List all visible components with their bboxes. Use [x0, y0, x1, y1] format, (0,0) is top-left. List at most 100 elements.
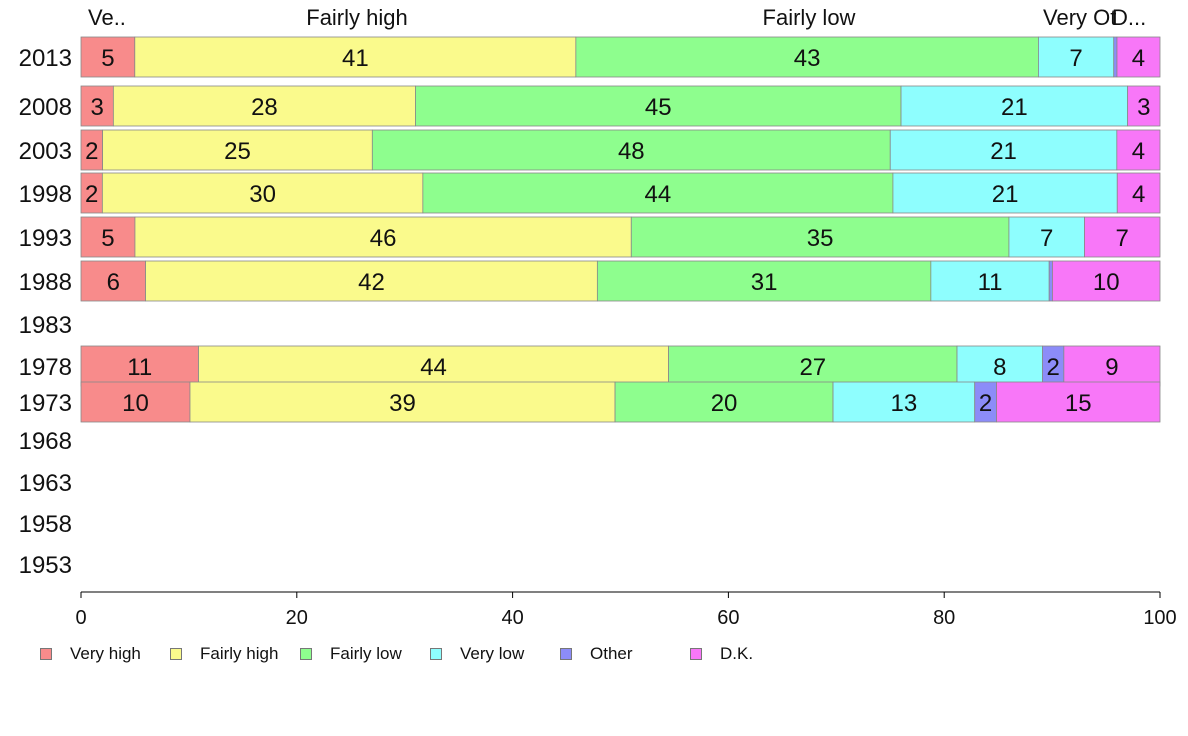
legend-item-other: Other: [560, 644, 633, 664]
bar-label-1978-other: 2: [1046, 354, 1059, 381]
bar-label-2013-fairly-low: 43: [794, 45, 821, 72]
bar-2013-fairly-low: [575, 36, 1039, 78]
header-label-1: Fairly high: [306, 5, 407, 30]
y-label-2013: 2013: [19, 45, 72, 72]
header-label-0: Ve..: [88, 5, 126, 30]
bar-label-2003-fairly-low: 48: [618, 138, 645, 165]
bar-label-1993-fairly-low: 35: [807, 225, 834, 252]
bar-label-2013-very-high: 5: [101, 45, 114, 72]
bar-2013-very-high: [80, 36, 136, 78]
bar-label-1998-fairly-high: 30: [249, 181, 276, 208]
bar-2013-d-k-: [1116, 36, 1161, 78]
bar-label-1978-fairly-low: 27: [799, 354, 826, 381]
y-label-2003: 2003: [19, 138, 72, 165]
header-label-4: D...: [1112, 5, 1146, 30]
bar-2008-very-low: [900, 85, 1129, 127]
bar-label-1973-other: 2: [979, 390, 992, 417]
bar-label-2013-fairly-high: 41: [342, 45, 369, 72]
bar-1998-d-k-: [1116, 172, 1161, 214]
bar-1973-very-high: [80, 381, 191, 423]
legend-label-d-k-: D.K.: [720, 644, 754, 663]
bar-label-1993-d-k-: 7: [1116, 225, 1129, 252]
bar-label-2003-fairly-high: 25: [224, 138, 251, 165]
legend-swatch-d-k-: [690, 648, 702, 660]
bar-1973-fairly-high: [189, 381, 616, 423]
bar-label-1998-very-low: 21: [992, 181, 1019, 208]
bar-2003-fairly-high: [102, 129, 373, 171]
bar-label-1998-very-high: 2: [85, 181, 98, 208]
bar-1978-fairly-high: [198, 345, 669, 387]
bar-1988-other: [1048, 260, 1053, 302]
bar-label-1973-fairly-low: 20: [711, 390, 738, 417]
bar-2008-very-high: [80, 85, 114, 127]
bar-2003-very-low: [889, 129, 1118, 171]
legend-label-fairly-high: Fairly high: [200, 644, 279, 663]
bar-label-1978-fairly-high: 44: [420, 354, 447, 381]
legend-swatch-fairly-high: [170, 648, 182, 660]
bar-1978-d-k-: [1063, 345, 1161, 387]
bar-label-2008-fairly-high: 28: [251, 94, 278, 121]
x-tick-label-60: 60: [717, 607, 739, 629]
bar-label-1978-very-low: 8: [993, 354, 1006, 381]
bar-1973-d-k-: [996, 381, 1161, 423]
bar-2008-d-k-: [1127, 85, 1161, 127]
bar-label-2008-fairly-low: 45: [645, 94, 672, 121]
y-label-1968: 1968: [19, 428, 72, 455]
bar-label-1973-fairly-high: 39: [389, 390, 416, 417]
bar-label-1988-fairly-high: 42: [358, 269, 385, 296]
legend-label-fairly-low: Fairly low: [330, 644, 402, 663]
bar-label-2013-d-k-: 4: [1132, 45, 1145, 72]
bar-1988-very-high: [80, 260, 146, 302]
legend-item-fairly-high: Fairly high: [170, 644, 278, 664]
bar-label-1998-fairly-low: 44: [645, 181, 672, 208]
y-label-1993: 1993: [19, 225, 72, 252]
y-label-1963: 1963: [19, 470, 72, 497]
header-label-2: Fairly low: [763, 5, 856, 30]
legend-swatch-very-low: [430, 648, 442, 660]
legend-item-very-high: Very high: [40, 644, 141, 664]
bar-label-1988-d-k-: 10: [1093, 269, 1120, 296]
legend-item-d-k-: D.K.: [690, 644, 753, 664]
legend-item-fairly-low: Fairly low: [300, 644, 402, 664]
legend-item-very-low: Very low: [430, 644, 524, 664]
bar-label-1973-very-low: 13: [891, 390, 918, 417]
y-label-1973: 1973: [19, 390, 72, 417]
y-label-1978: 1978: [19, 354, 72, 381]
bar-label-2003-very-low: 21: [990, 138, 1017, 165]
bar-area: 5 41 43 7 43 28 45 21 32 25 48 21 42 30 44 21 45 46 35 7 76 4…: [80, 36, 1161, 423]
bar-2008-fairly-low: [415, 85, 902, 127]
bar-label-1988-very-high: 6: [107, 269, 120, 296]
bar-1988-fairly-low: [596, 260, 932, 302]
bar-label-2013-very-low: 7: [1069, 45, 1082, 72]
legend-swatch-fairly-low: [300, 648, 312, 660]
bar-label-1973-very-high: 10: [122, 390, 149, 417]
bar-label-2008-d-k-: 3: [1137, 94, 1150, 121]
bar-label-1988-very-low: 11: [978, 269, 1003, 296]
bar-label-1993-very-high: 5: [101, 225, 114, 252]
bar-2013-other: [1113, 36, 1118, 78]
bar-1993-fairly-low: [630, 216, 1010, 258]
y-label-1953: 1953: [19, 552, 72, 579]
y-axis-labels: 2013 2008 2003 1998 1993 1988 1983 1978 1973 1968…: [19, 45, 72, 579]
x-axis: 0 20 40 60 80 100: [75, 591, 1177, 629]
legend-label-other: Other: [590, 644, 633, 663]
bar-1978-very-low: [956, 345, 1043, 387]
bar-label-2003-d-k-: 4: [1132, 138, 1145, 165]
legend-label-very-high: Very high: [70, 644, 141, 663]
bar-2013-fairly-high: [134, 36, 577, 78]
bar-label-1993-very-low: 7: [1040, 225, 1053, 252]
bar-2003-fairly-low: [371, 129, 891, 171]
bar-1978-fairly-low: [668, 345, 958, 387]
bar-label-2003-very-high: 2: [85, 138, 98, 165]
bar-1988-very-low: [930, 260, 1050, 302]
x-tick-label-80: 80: [933, 607, 955, 629]
y-label-2008: 2008: [19, 94, 72, 121]
y-label-1998: 1998: [19, 181, 72, 208]
y-label-1958: 1958: [19, 511, 72, 538]
x-tick-label-20: 20: [286, 607, 308, 629]
bar-2003-d-k-: [1116, 129, 1161, 171]
bar-2008-fairly-high: [112, 85, 416, 127]
legend-swatch-other: [560, 648, 572, 660]
bar-1993-d-k-: [1084, 216, 1161, 258]
